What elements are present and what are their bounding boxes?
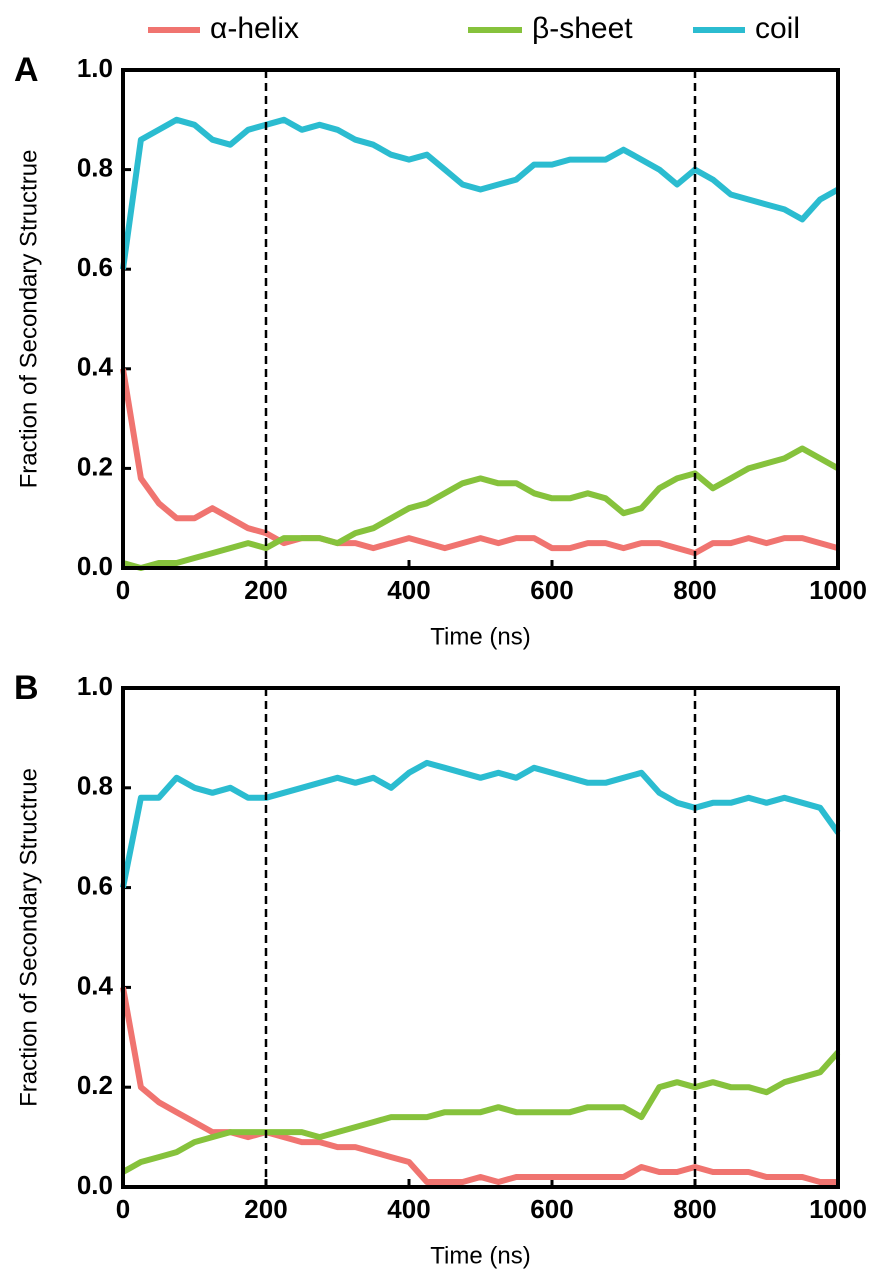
plot-frame [121, 686, 840, 1189]
x-tick-label: 400 [387, 1194, 430, 1224]
legend-label: α-helix [210, 12, 299, 45]
legend-label: β-sheet [532, 12, 633, 45]
series-line [120, 986, 838, 1185]
y-tick-label: 0.4 [77, 352, 114, 382]
y-tick-label: 1.0 [77, 671, 113, 701]
x-tick-label: 0 [116, 575, 130, 605]
x-tick-label: 0 [116, 1194, 130, 1224]
y-tick-label: 0.6 [77, 252, 113, 282]
panel: B 0.0 0.2 0.4 0.6 0.8 1.0 0 200 400 600 800 1000 Time… [14, 669, 867, 1269]
y-axis-label: Fraction of Secondary Structrue [15, 150, 42, 489]
y-tick-label: 0.6 [77, 870, 113, 900]
series-line [120, 759, 841, 889]
y-tick-label: 0.8 [77, 771, 113, 801]
x-tick-label: 800 [673, 575, 716, 605]
y-tick-label: 0.4 [77, 970, 114, 1000]
series-line [122, 445, 840, 571]
legend-label: coil [755, 12, 800, 45]
y-tick-label: 0.2 [77, 1070, 113, 1100]
legend: α-helix β-sheet coil [148, 12, 800, 45]
y-tick-label: 0.8 [77, 152, 113, 182]
x-tick-label: 1000 [809, 575, 867, 605]
x-tick-label: 200 [244, 1194, 287, 1224]
x-tick-label: 400 [387, 575, 430, 605]
x-tick-label: 800 [673, 1194, 716, 1224]
y-tick-label: 0.0 [77, 551, 113, 581]
x-tick-label: 200 [244, 575, 287, 605]
series-line [121, 1050, 841, 1175]
x-tick-label: 600 [530, 1194, 573, 1224]
series-line [120, 368, 839, 557]
x-axis-label: Time (ns) [430, 1242, 530, 1269]
panel: A 0.0 0.2 0.4 0.6 0.8 1.0 0 200 400 600 800 1000 Time… [14, 51, 867, 650]
y-axis-label: Fraction of Secondary Structrue [15, 768, 42, 1107]
y-tick-label: 0.2 [77, 451, 113, 481]
plot-frame [121, 68, 840, 570]
x-tick-label: 600 [530, 575, 573, 605]
x-tick-label: 1000 [809, 1194, 867, 1224]
y-tick-label: 1.0 [77, 53, 113, 83]
x-axis-label: Time (ns) [430, 623, 530, 650]
y-tick-label: 0.0 [77, 1170, 113, 1200]
panel-label: A [14, 51, 39, 89]
panel-label: B [14, 669, 39, 707]
series-line [120, 116, 840, 270]
